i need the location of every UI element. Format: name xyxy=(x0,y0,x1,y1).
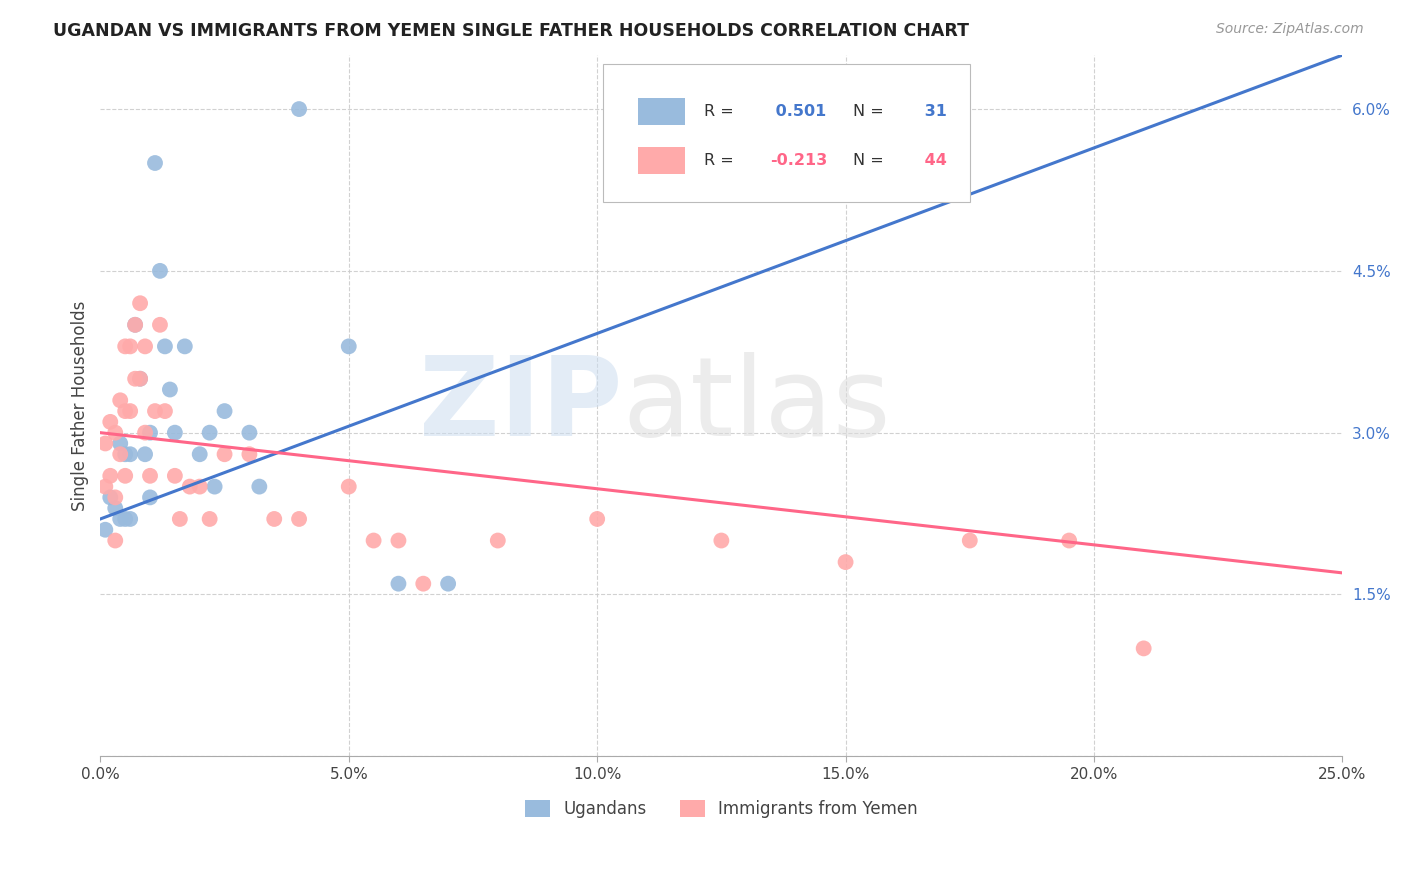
Point xyxy=(214,447,236,461)
Point xyxy=(163,468,186,483)
Point xyxy=(129,372,152,386)
Point xyxy=(143,156,166,170)
Point xyxy=(486,533,509,548)
Point xyxy=(124,318,146,332)
Point xyxy=(586,512,609,526)
Point xyxy=(238,447,260,461)
Point xyxy=(238,425,260,440)
Point xyxy=(153,404,176,418)
Point xyxy=(94,523,117,537)
Text: N =: N = xyxy=(853,103,884,119)
Point xyxy=(288,102,311,116)
Point xyxy=(134,425,156,440)
Point xyxy=(94,480,117,494)
Point xyxy=(247,480,270,494)
Text: R =: R = xyxy=(704,153,734,168)
Point xyxy=(134,447,156,461)
Point xyxy=(153,339,176,353)
Point xyxy=(110,393,132,408)
Point xyxy=(104,491,127,505)
Point xyxy=(263,512,285,526)
Text: R =: R = xyxy=(704,103,734,119)
Point xyxy=(337,480,360,494)
FancyBboxPatch shape xyxy=(638,98,685,125)
Point xyxy=(149,318,172,332)
Y-axis label: Single Father Households: Single Father Households xyxy=(72,301,89,511)
Point xyxy=(120,447,142,461)
Point xyxy=(129,296,152,310)
Point xyxy=(710,533,733,548)
Text: atlas: atlas xyxy=(621,352,890,459)
Point xyxy=(114,339,136,353)
Text: 31: 31 xyxy=(920,103,946,119)
Text: -0.213: -0.213 xyxy=(770,153,827,168)
Text: ZIP: ZIP xyxy=(419,352,621,459)
Point xyxy=(387,533,409,548)
Point xyxy=(110,436,132,450)
Point xyxy=(104,501,127,516)
Point xyxy=(169,512,191,526)
Point xyxy=(110,447,132,461)
Point xyxy=(114,512,136,526)
Point xyxy=(437,576,460,591)
Point xyxy=(134,339,156,353)
Point xyxy=(859,123,882,137)
Point xyxy=(214,404,236,418)
Point xyxy=(98,415,121,429)
Point xyxy=(114,447,136,461)
Point xyxy=(363,533,385,548)
Point xyxy=(124,372,146,386)
Text: 44: 44 xyxy=(920,153,946,168)
Point xyxy=(114,404,136,418)
Point xyxy=(114,468,136,483)
Text: Source: ZipAtlas.com: Source: ZipAtlas.com xyxy=(1216,22,1364,37)
Point xyxy=(288,512,311,526)
Point xyxy=(959,533,981,548)
Point xyxy=(1057,533,1080,548)
Point xyxy=(98,491,121,505)
Point xyxy=(149,264,172,278)
Point xyxy=(159,383,181,397)
Point xyxy=(104,533,127,548)
Point xyxy=(834,555,856,569)
Point xyxy=(94,436,117,450)
Point xyxy=(143,404,166,418)
Point xyxy=(139,425,162,440)
Point xyxy=(412,576,434,591)
Point xyxy=(129,372,152,386)
Point xyxy=(104,425,127,440)
Point xyxy=(1132,641,1154,656)
Text: 0.501: 0.501 xyxy=(770,103,827,119)
Point xyxy=(124,318,146,332)
Point xyxy=(120,339,142,353)
Point xyxy=(198,512,221,526)
Point xyxy=(204,480,226,494)
Point xyxy=(120,404,142,418)
Point xyxy=(188,447,211,461)
Point xyxy=(173,339,195,353)
Point xyxy=(387,576,409,591)
Point xyxy=(120,512,142,526)
Point xyxy=(110,512,132,526)
FancyBboxPatch shape xyxy=(603,63,970,202)
Point xyxy=(163,425,186,440)
Point xyxy=(139,468,162,483)
Point xyxy=(188,480,211,494)
Text: UGANDAN VS IMMIGRANTS FROM YEMEN SINGLE FATHER HOUSEHOLDS CORRELATION CHART: UGANDAN VS IMMIGRANTS FROM YEMEN SINGLE … xyxy=(53,22,969,40)
Point xyxy=(337,339,360,353)
FancyBboxPatch shape xyxy=(638,147,685,174)
Point xyxy=(179,480,201,494)
Point xyxy=(198,425,221,440)
Text: N =: N = xyxy=(853,153,884,168)
Point xyxy=(139,491,162,505)
Point xyxy=(98,468,121,483)
Legend: Ugandans, Immigrants from Yemen: Ugandans, Immigrants from Yemen xyxy=(519,794,925,825)
